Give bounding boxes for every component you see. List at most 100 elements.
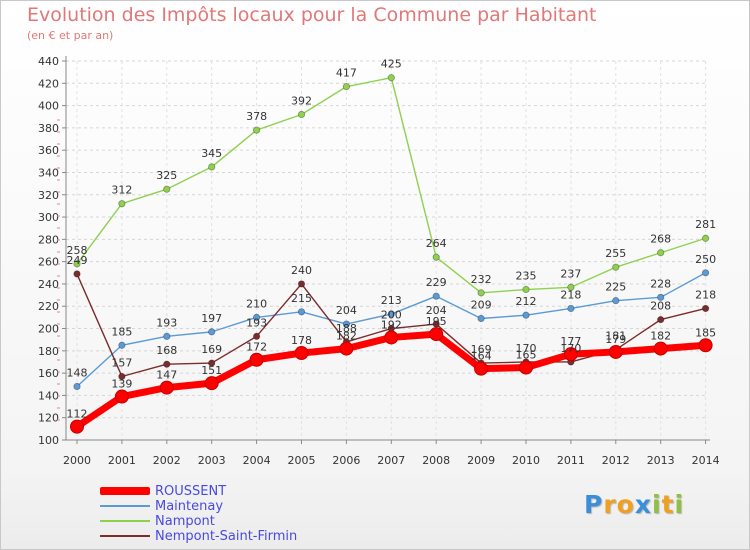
- data-label: 139: [111, 378, 132, 391]
- data-label: 212: [516, 295, 537, 308]
- data-point: [73, 382, 81, 391]
- data-point: [477, 314, 485, 323]
- data-point: [657, 293, 665, 301]
- y-tick-label: 380: [38, 122, 59, 135]
- x-tick-label: 2004: [243, 454, 271, 467]
- data-label: 258: [67, 244, 88, 257]
- data-point: [567, 304, 575, 313]
- data-point: [384, 330, 399, 345]
- data-label: 235: [516, 270, 537, 283]
- data-label: 228: [650, 277, 671, 290]
- legend-swatch: [100, 505, 150, 507]
- data-label: 250: [695, 253, 716, 266]
- x-tick-label: 2001: [108, 454, 136, 467]
- data-point: [249, 352, 264, 367]
- data-point: [567, 283, 575, 291]
- data-label: 169: [201, 343, 222, 356]
- x-tick-label: 2012: [602, 454, 630, 467]
- data-point: [698, 338, 713, 353]
- data-label: 417: [336, 67, 357, 80]
- data-point: [522, 285, 530, 294]
- data-label: 170: [516, 342, 537, 355]
- data-point: [163, 332, 171, 340]
- data-label: 185: [111, 325, 132, 338]
- data-point: [474, 361, 489, 376]
- proxiti-logo: Proxiti: [584, 490, 685, 519]
- y-tick-label: 440: [38, 55, 59, 68]
- legend-swatch: [100, 535, 150, 537]
- y-tick-label: 120: [38, 412, 59, 425]
- y-tick-label: 160: [38, 367, 59, 380]
- x-tick-label: 2008: [422, 454, 450, 467]
- data-label: 213: [381, 294, 402, 307]
- data-label: 229: [426, 276, 447, 289]
- data-label: 192: [381, 318, 402, 331]
- y-tick-label: 140: [38, 389, 59, 402]
- legend-swatch: [100, 520, 150, 522]
- data-label: 164: [471, 350, 492, 363]
- data-point: [612, 263, 620, 271]
- data-point: [522, 311, 530, 319]
- data-point: [339, 341, 354, 356]
- data-label: 378: [246, 110, 267, 123]
- x-tick-label: 2014: [692, 454, 720, 467]
- data-point: [432, 292, 440, 300]
- data-point: [387, 74, 395, 82]
- legend-label: Maintenay: [155, 499, 224, 514]
- data-label: 193: [246, 316, 267, 329]
- data-label: 232: [471, 273, 492, 286]
- x-tick-label: 2009: [467, 454, 495, 467]
- y-tick-label: 180: [38, 345, 59, 358]
- data-point: [208, 359, 216, 367]
- data-label: 425: [381, 58, 402, 71]
- data-point: [204, 376, 219, 391]
- data-label: 112: [67, 408, 88, 421]
- data-point: [653, 341, 668, 356]
- data-point: [253, 313, 261, 321]
- x-tick-label: 2000: [63, 454, 91, 467]
- data-point: [432, 253, 440, 261]
- data-label: 177: [560, 335, 581, 348]
- x-tick-label: 2006: [332, 454, 360, 467]
- data-label: 204: [426, 304, 447, 317]
- data-label: 197: [201, 312, 222, 325]
- data-label: 178: [291, 334, 312, 347]
- data-label: 185: [695, 326, 716, 339]
- data-point: [297, 280, 306, 288]
- data-label: 200: [381, 309, 402, 322]
- y-tick-label: 240: [38, 278, 59, 291]
- data-point: [297, 308, 306, 316]
- data-point: [118, 341, 126, 349]
- data-label: 264: [426, 237, 447, 250]
- x-tick-label: 2011: [557, 454, 585, 467]
- data-label: 225: [605, 281, 626, 294]
- data-label: 181: [605, 330, 626, 343]
- data-label: 345: [201, 147, 222, 160]
- data-label: 157: [111, 356, 132, 369]
- data-point: [163, 360, 171, 368]
- data-point: [253, 332, 261, 340]
- data-label: 179: [605, 333, 626, 346]
- y-tick-label: 100: [38, 434, 59, 447]
- data-label: 249: [67, 254, 88, 267]
- data-point: [163, 185, 171, 193]
- y-tick-label: 200: [38, 323, 59, 336]
- page-subtitle: (en € et par an): [27, 29, 114, 42]
- legend-label: ROUSSENT: [155, 484, 227, 499]
- data-point: [294, 346, 309, 361]
- data-point: [563, 347, 578, 362]
- data-label: 165: [516, 349, 537, 362]
- data-label: 168: [156, 344, 177, 357]
- x-tick-label: 2007: [377, 454, 405, 467]
- data-label: 392: [291, 95, 312, 108]
- data-label: 209: [471, 298, 492, 311]
- data-point: [118, 372, 126, 381]
- data-point: [608, 344, 623, 359]
- data-label: 268: [650, 233, 671, 246]
- data-point: [342, 83, 350, 91]
- data-point: [701, 304, 710, 313]
- legend-swatch: [100, 487, 150, 495]
- data-label: 169: [471, 343, 492, 356]
- data-label: 195: [426, 315, 447, 328]
